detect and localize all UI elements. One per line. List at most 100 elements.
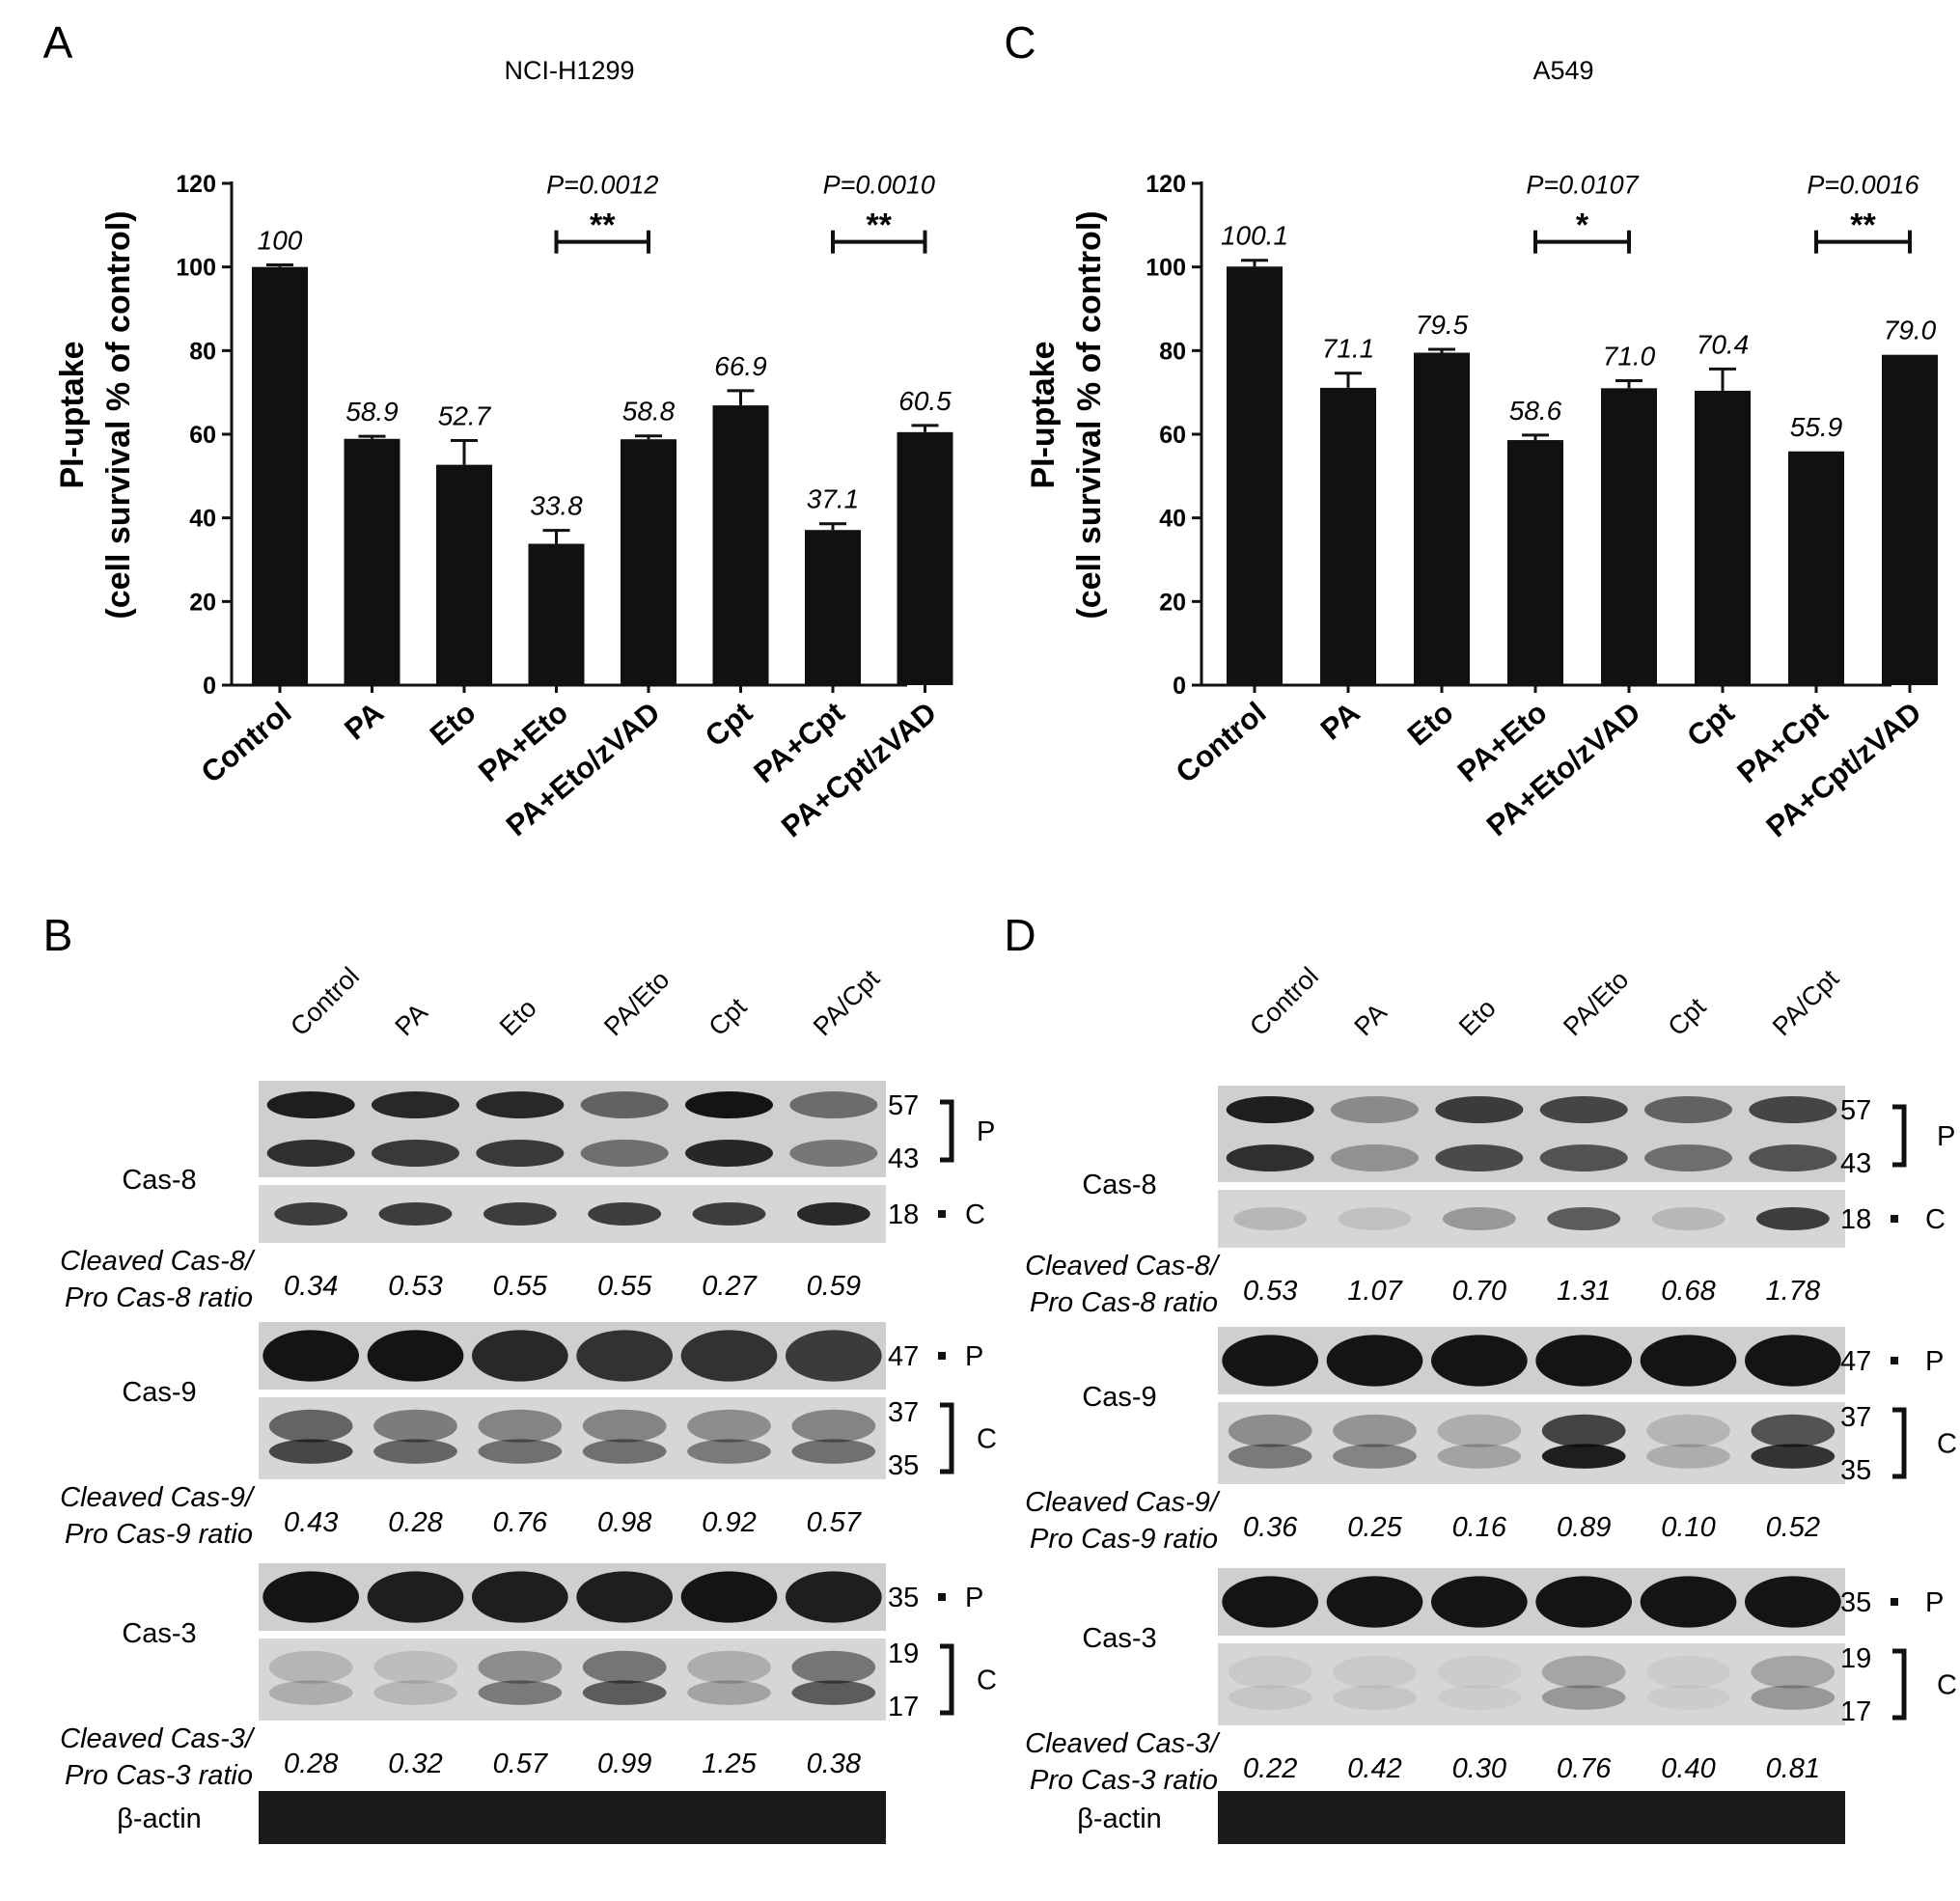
blot-band [378,1202,453,1226]
ratio-value: 0.16 [1452,1512,1507,1543]
blot-band [582,1680,667,1705]
cleaved-code-label: C [1937,1670,1957,1701]
blot-band [1437,1655,1522,1689]
ratio-value: 1.07 [1347,1276,1403,1307]
blot-strip-pro [259,1563,886,1631]
lane-label: Control [1244,961,1324,1041]
blot-band [483,1202,557,1226]
data-label: 60.5 [898,386,952,416]
blot-band [1539,1096,1628,1123]
blot-band [796,1202,870,1226]
y-axis-label-secondary: (cell survival % of control) [100,210,137,619]
ratio-label-line1: Cleaved Cas-9/ [60,1482,256,1513]
ratio-value: 0.53 [388,1271,442,1302]
blot-band [1646,1655,1730,1689]
data-label: 37.1 [807,484,860,514]
blot-band [268,1650,353,1684]
blot-band [372,1091,459,1118]
blot-band [1431,1335,1528,1387]
bar [1507,440,1563,685]
blot-band [685,1091,773,1118]
blot-panel-d: D Control PA Eto PA/Eto Cpt PA/Cpt Cas-8 57 43 P 18… [1004,910,1957,1844]
blot-strip-cleaved [259,1185,886,1243]
blot-band [1437,1414,1522,1447]
protein-label: Cas-3 [1082,1623,1156,1654]
blot-band [786,1571,882,1623]
blot-strip-cleaved [1218,1402,1845,1484]
blot-band [1226,1096,1314,1123]
ratio-value: 0.70 [1452,1276,1506,1307]
bar [1414,352,1470,685]
y-tick-label: 80 [189,338,216,365]
cleaved-code-label: C [1937,1429,1957,1460]
blot-band [266,1091,355,1118]
ratio-value: 0.10 [1661,1512,1715,1543]
blot-strip-cleaved [1218,1190,1845,1248]
blot-band [1644,1144,1732,1171]
blot-band [1640,1335,1737,1387]
blot-band [791,1409,876,1443]
ratio-label-line2: Pro Cas-8 ratio [1030,1287,1218,1318]
blot-band [266,1140,355,1167]
mw-marker: 57 [888,1090,919,1121]
data-label: 58.8 [622,397,676,427]
dash-marker [938,1593,946,1601]
mw-marker: 43 [1840,1148,1871,1179]
ratio-value: 0.59 [807,1271,861,1302]
x-tick-label: Cpt [699,696,759,754]
x-tick-label: Control [195,696,298,790]
data-label: 58.9 [345,397,399,427]
blot-band [274,1202,348,1226]
x-tick-label: PA+Cpt/zVAD [775,696,943,844]
blot-band [268,1439,353,1464]
bar [1695,390,1751,685]
protein-label: Cas-3 [122,1618,196,1649]
ratio-value: 0.42 [1347,1753,1401,1784]
ratio-label-line1: Cleaved Cas-3/ [1025,1728,1221,1759]
ratio-value: 0.22 [1243,1753,1297,1784]
blot-band [1228,1414,1312,1447]
blot-band [268,1409,353,1443]
blot-band [1745,1576,1841,1628]
mw-marker: 35 [888,1583,919,1613]
blot-band [1640,1576,1737,1628]
mw-marker: 17 [888,1692,919,1722]
blot-band [1646,1414,1730,1447]
pro-code-label: P [1937,1121,1955,1152]
protein-label: Cas-8 [1082,1170,1156,1200]
blot-band [1541,1414,1626,1447]
blot-band [1755,1207,1830,1230]
blot-band [582,1439,667,1464]
bar [1882,354,1938,685]
ratio-value: 1.31 [1557,1276,1611,1307]
blot-strip-pro [1218,1086,1845,1182]
blot-band [1745,1335,1841,1387]
blot-band [1644,1096,1732,1123]
blot-band [789,1140,878,1167]
ratio-value: 1.25 [702,1749,757,1779]
ratio-value: 0.28 [284,1749,338,1779]
ratio-value: 0.36 [1243,1512,1298,1543]
blot-band [1326,1335,1423,1387]
y-tick-label: 60 [1159,422,1186,449]
ratio-value: 0.30 [1452,1753,1506,1784]
dash-marker [938,1352,946,1360]
blot-band [1751,1685,1836,1710]
y-tick-label: 40 [1159,506,1186,533]
blot-band [582,1650,667,1684]
beta-actin-label: β-actin [117,1804,202,1834]
y-tick-label: 20 [189,589,216,616]
lane-label: PA/Cpt [808,964,886,1042]
lane-label: Control [285,961,365,1041]
panel-letter: A [43,17,73,68]
blot-band [1226,1144,1314,1171]
blot-band [262,1571,359,1623]
bar [897,431,953,685]
panel-letter: C [1004,17,1035,68]
ratio-value: 0.89 [1557,1512,1611,1543]
blot-band [687,1439,771,1464]
blot-band [685,1140,773,1167]
blot-strip-pro [1218,1327,1845,1394]
pro-code-label: P [1925,1587,1944,1618]
y-tick-label: 120 [176,171,216,198]
